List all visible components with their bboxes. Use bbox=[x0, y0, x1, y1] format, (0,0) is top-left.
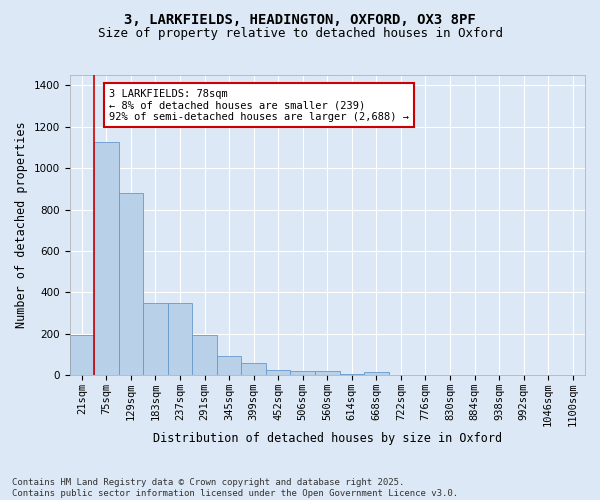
Text: Size of property relative to detached houses in Oxford: Size of property relative to detached ho… bbox=[97, 28, 503, 40]
Bar bbox=[70, 334, 94, 375]
Bar bbox=[119, 193, 143, 375]
Text: Contains HM Land Registry data © Crown copyright and database right 2025.
Contai: Contains HM Land Registry data © Crown c… bbox=[12, 478, 458, 498]
Bar bbox=[340, 374, 364, 375]
Bar bbox=[266, 370, 290, 375]
Bar bbox=[364, 372, 389, 375]
X-axis label: Distribution of detached houses by size in Oxford: Distribution of detached houses by size … bbox=[153, 432, 502, 445]
Y-axis label: Number of detached properties: Number of detached properties bbox=[15, 122, 28, 328]
Bar bbox=[192, 334, 217, 375]
Bar bbox=[94, 142, 119, 375]
Text: 3, LARKFIELDS, HEADINGTON, OXFORD, OX3 8PF: 3, LARKFIELDS, HEADINGTON, OXFORD, OX3 8… bbox=[124, 12, 476, 26]
Bar bbox=[168, 302, 192, 375]
Bar bbox=[241, 364, 266, 375]
Bar bbox=[143, 302, 168, 375]
Bar bbox=[315, 372, 340, 375]
Text: 3 LARKFIELDS: 78sqm
← 8% of detached houses are smaller (239)
92% of semi-detach: 3 LARKFIELDS: 78sqm ← 8% of detached hou… bbox=[109, 88, 409, 122]
Bar bbox=[290, 371, 315, 375]
Bar bbox=[217, 356, 241, 375]
